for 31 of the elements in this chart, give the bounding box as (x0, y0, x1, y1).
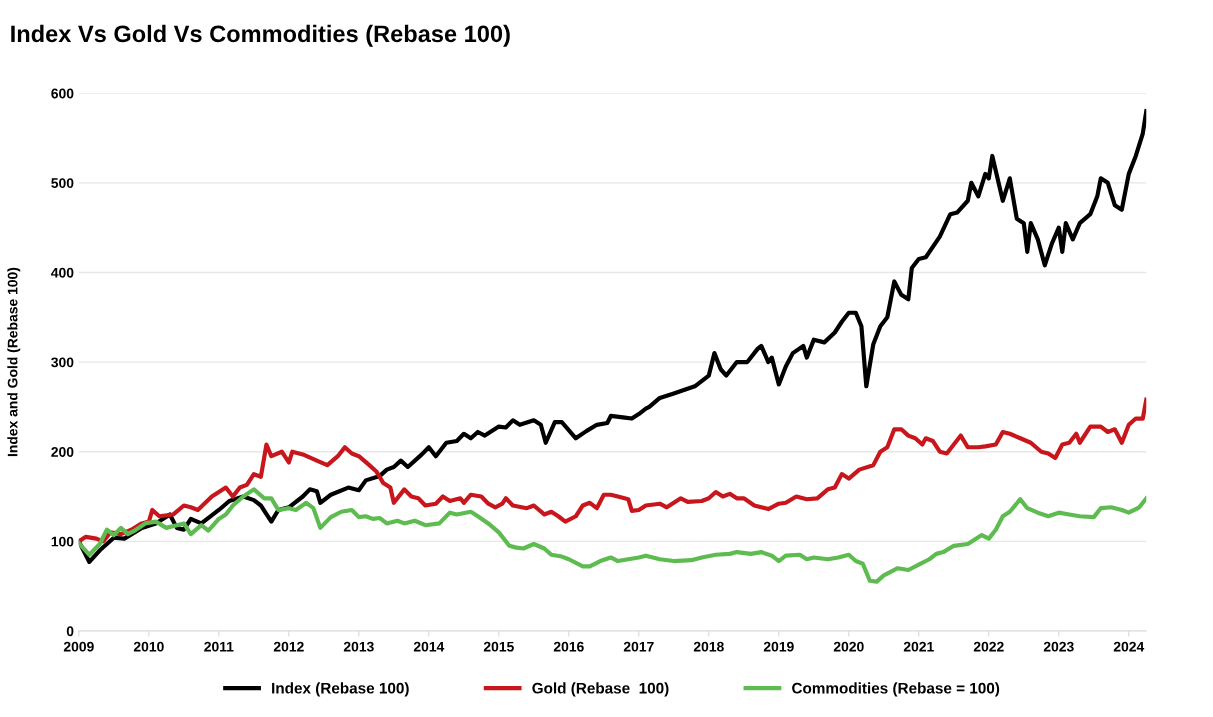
x-tick-label: 2011 (204, 641, 234, 652)
x-tick-label: 2021 (903, 641, 934, 652)
x-tick-label: 2014 (413, 641, 445, 652)
legend-label: Commodities (Rebase = 100) (792, 682, 1000, 697)
x-tick-label: 2015 (483, 641, 514, 652)
y-tick-label: 500 (51, 178, 74, 188)
x-tick-label: 2016 (553, 641, 584, 652)
y-tick-label: 200 (51, 447, 74, 457)
x-tick-label: 2018 (693, 641, 724, 652)
x-tick-label: 2023 (1043, 641, 1074, 652)
line-series (78, 109, 1147, 565)
x-tick-label: 2019 (763, 641, 794, 652)
x-tick-label: 2020 (833, 641, 864, 652)
y-tick-label: 0 (66, 626, 74, 637)
x-tick-label: 2009 (63, 641, 94, 652)
line-series (78, 487, 1147, 584)
x-tick-label: 2010 (133, 641, 164, 652)
x-tick-label: 2012 (273, 641, 304, 652)
y-tick-label: 400 (51, 267, 74, 278)
line-series (78, 397, 1147, 544)
y-tick-label: 300 (51, 357, 74, 368)
y-axis-title: Index and Gold (Rebase 100) (7, 267, 21, 457)
x-tick-label: 2017 (623, 641, 654, 652)
chart-title: Index Vs Gold Vs Commodities (Rebase 100) (11, 24, 510, 47)
y-tick-label: 100 (51, 536, 74, 547)
y-tick-label: 600 (51, 88, 74, 99)
legend-label: Gold (Rebase 100) (532, 682, 669, 697)
legend-label: Index (Rebase 100) (272, 682, 409, 697)
x-tick-label: 2013 (343, 641, 374, 652)
x-tick-label: 2024 (1113, 641, 1145, 652)
x-tick-label: 2022 (973, 641, 1004, 652)
